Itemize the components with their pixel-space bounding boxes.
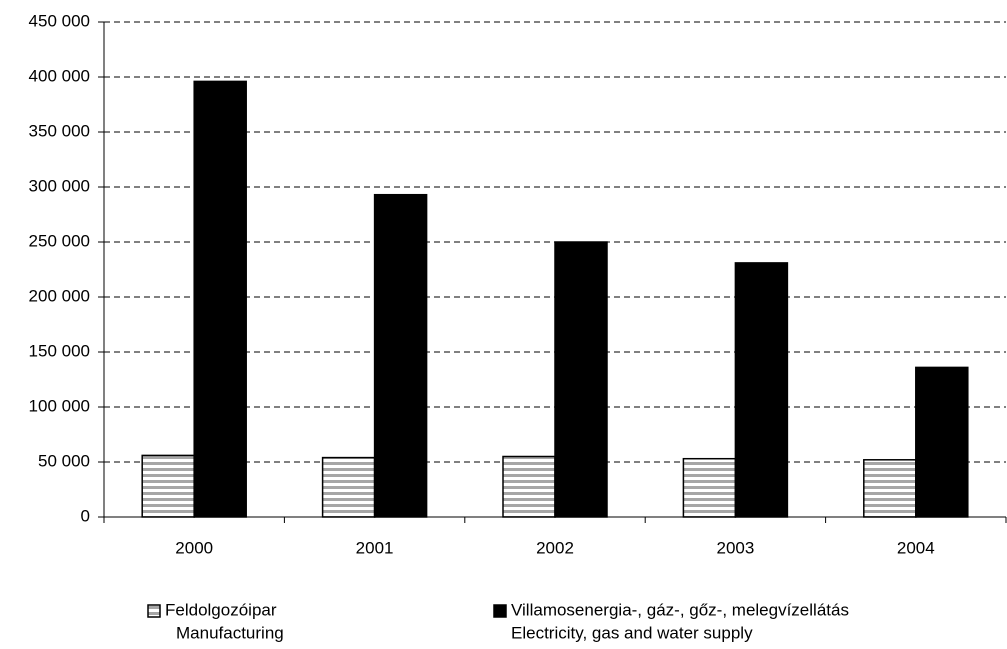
legend-label: Feldolgozóipar bbox=[165, 600, 277, 619]
bar bbox=[141, 454, 195, 518]
bar bbox=[321, 456, 376, 518]
bar bbox=[915, 366, 969, 518]
legend-label: Villamosenergia-, gáz-, gőz-, melegvízel… bbox=[511, 600, 849, 619]
x-tick-label: 2004 bbox=[897, 538, 935, 557]
bar bbox=[193, 80, 247, 518]
y-tick-label: 150 000 bbox=[29, 341, 90, 360]
y-tick-label: 300 000 bbox=[29, 176, 90, 195]
y-tick-label: 0 bbox=[81, 506, 90, 525]
y-tick-label: 100 000 bbox=[29, 396, 90, 415]
y-tick-label: 250 000 bbox=[29, 231, 90, 250]
y-tick-label: 450 000 bbox=[29, 11, 90, 30]
x-tick-label: 2002 bbox=[536, 538, 574, 557]
y-tick-label: 400 000 bbox=[29, 66, 90, 85]
bar bbox=[734, 262, 789, 518]
bar bbox=[554, 241, 608, 518]
legend-swatch bbox=[493, 604, 507, 618]
bar bbox=[863, 459, 917, 518]
x-tick-label: 2001 bbox=[356, 538, 394, 557]
legend-swatch bbox=[147, 604, 161, 618]
y-tick-label: 200 000 bbox=[29, 286, 90, 305]
x-tick-label: 2003 bbox=[716, 538, 754, 557]
y-tick-label: 50 000 bbox=[38, 451, 90, 470]
legend-label-en: Manufacturing bbox=[176, 623, 284, 642]
x-tick-label: 2000 bbox=[175, 538, 213, 557]
bar bbox=[682, 457, 737, 518]
y-tick-label: 350 000 bbox=[29, 121, 90, 140]
legend-label-en: Electricity, gas and water supply bbox=[511, 623, 753, 642]
bar bbox=[373, 193, 428, 518]
bar bbox=[502, 455, 556, 518]
